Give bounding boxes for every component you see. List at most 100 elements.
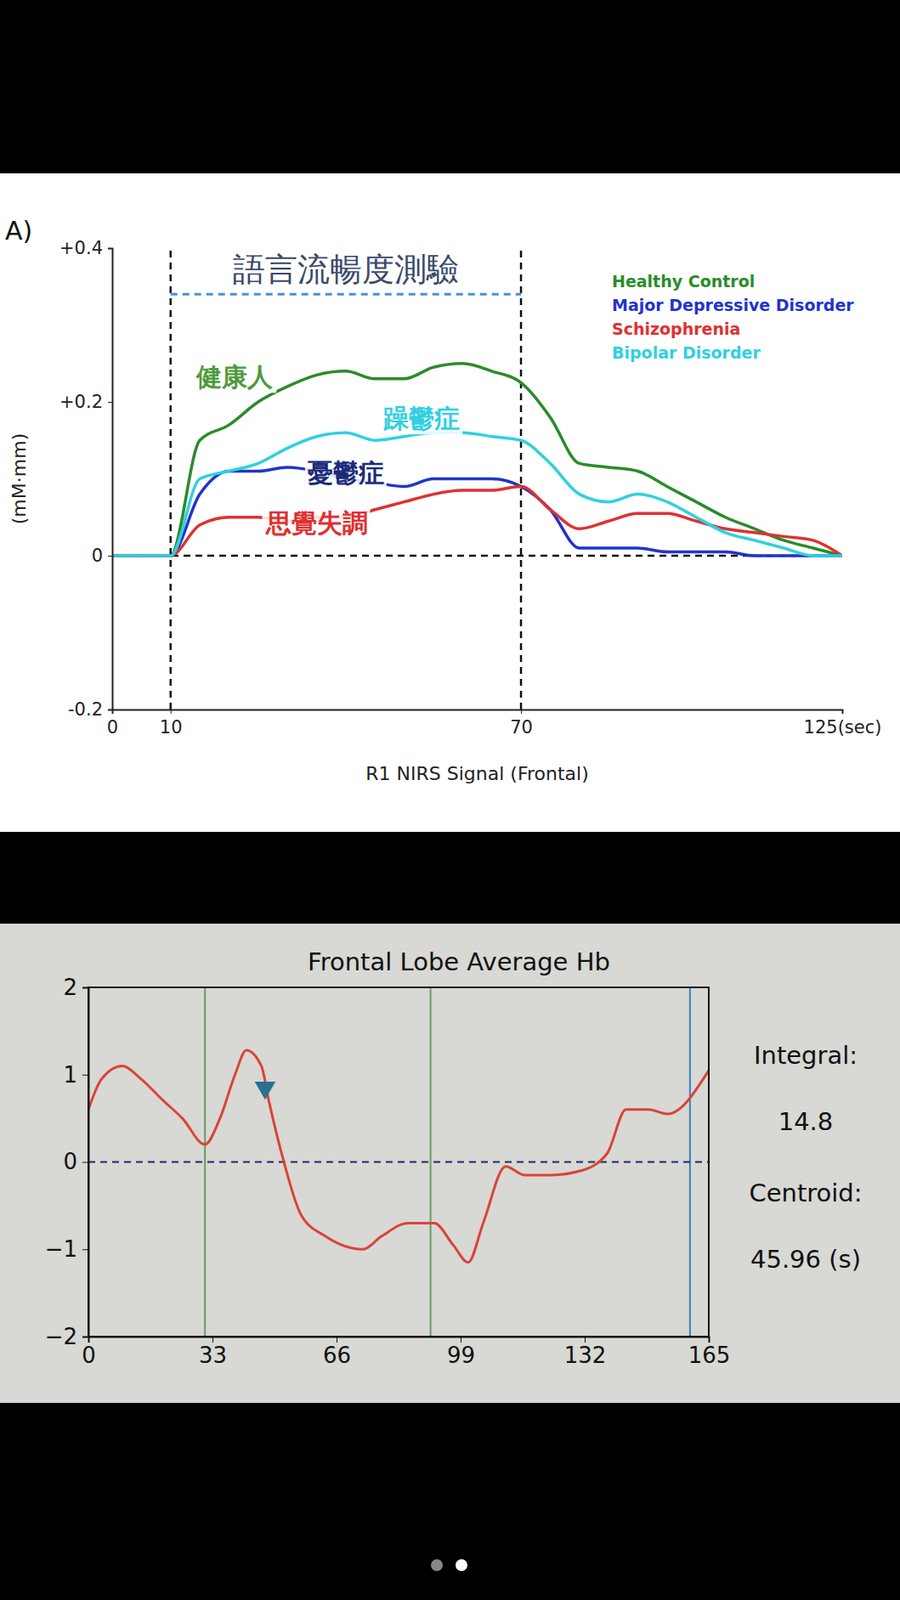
series-line (112, 486, 843, 556)
annotation-label: 憂鬱症 (307, 458, 385, 488)
tick-label: -0.2 (67, 699, 103, 720)
series-line (112, 467, 843, 556)
tick: 1 (62, 1062, 89, 1088)
point-marker (254, 1081, 277, 1100)
tick: 10 (159, 709, 183, 738)
annotation-patch (305, 457, 387, 489)
legend-entry: Schizophrenia (611, 319, 741, 339)
tick-label: −1 (45, 1236, 78, 1263)
tick: 165 (688, 1336, 731, 1369)
tick-mark (82, 987, 89, 989)
tick: +0.4 (59, 237, 113, 259)
y-axis: −2 −1 0 1 2 (45, 974, 90, 1350)
tick: −1 (45, 1236, 89, 1263)
annotation-label: 躁鬱症 (382, 403, 460, 434)
chart-2: 0336699132165−2−1012Frontal Lobe Average… (45, 947, 863, 1369)
annotation: 躁鬱症 (379, 402, 463, 435)
tick: 99 (447, 1336, 476, 1369)
vertical-line (520, 248, 523, 710)
chart-1: 01070125(sec)-0.20+0.2+0.4語言流暢度測驗健康人躁鬱症憂… (5, 215, 882, 785)
plot-frame (88, 987, 709, 1337)
tick-label: 99 (447, 1342, 476, 1369)
tick-mark (842, 709, 844, 714)
tick-label: 33 (198, 1342, 227, 1369)
tick-label: 10 (159, 717, 183, 738)
tick: 0 (91, 545, 113, 567)
tick-mark (170, 709, 172, 714)
tick: 0 (62, 1149, 89, 1175)
tick-mark (82, 1162, 89, 1164)
tick-mark (107, 401, 113, 403)
annotation-patch (262, 507, 371, 539)
tick-label: 165 (688, 1342, 731, 1369)
vertical-line (169, 248, 172, 710)
tick-label: 70 (509, 717, 533, 738)
tick-label: +0.2 (59, 391, 103, 413)
tick-label: +0.4 (59, 237, 103, 259)
tick-label: −2 (45, 1324, 78, 1350)
tick-mark (82, 1249, 89, 1251)
tick-mark (82, 1075, 89, 1076)
page-dot (430, 1559, 443, 1572)
stat-label: Centroid: (748, 1178, 862, 1208)
tick-mark (212, 1336, 214, 1343)
tick: 0 (107, 709, 119, 738)
annotation-label: 健康人 (195, 362, 274, 392)
tick: -0.2 (67, 699, 113, 720)
tick-label: 1 (62, 1062, 78, 1088)
task-line (170, 293, 521, 296)
tick: 0 (81, 1336, 97, 1369)
tick: −2 (45, 1324, 89, 1350)
horizontal-line (88, 1161, 709, 1164)
series-line (88, 1050, 709, 1263)
tick: +0.2 (59, 391, 113, 413)
annotation-patch (379, 402, 463, 435)
x-axis: 0 33 66 99 132 165 (81, 1336, 731, 1369)
tick-label: 0 (107, 717, 119, 738)
tick-mark (107, 709, 113, 711)
plot-area (112, 248, 843, 710)
panel (0, 173, 900, 833)
axis-line (107, 249, 114, 711)
x-axis-title: R1 NIRS Signal (Frontal) (365, 763, 589, 785)
axis-line (89, 1337, 710, 1344)
tick: 66 (322, 1336, 351, 1369)
tick-mark (708, 1336, 710, 1343)
page: 01070125(sec)-0.20+0.2+0.4語言流暢度測驗健康人躁鬱症憂… (0, 0, 900, 1600)
stat-value: 45.96 (s) (750, 1245, 861, 1274)
tick: 132 (564, 1336, 607, 1369)
legend-entry: Bipolar Disorder (611, 343, 761, 363)
tick-label: 0 (81, 1342, 97, 1369)
tick-label: 2 (62, 974, 78, 1001)
vertical-line (430, 987, 432, 1337)
annotation-label: 思覺失調 (265, 508, 368, 538)
panel-label: A) (5, 215, 33, 246)
annotation: 憂鬱症 (305, 457, 387, 489)
y-axis: -0.2 0 +0.2 +0.4 (59, 237, 114, 720)
horizontal-line (112, 554, 843, 558)
stat-label: Integral: (753, 1041, 858, 1070)
background (0, 0, 900, 1600)
axis-line (82, 988, 90, 1338)
annotation: 思覺失調 (262, 507, 371, 539)
tick: 125(sec) (803, 709, 883, 738)
tick-mark (520, 709, 522, 714)
annotation-patch (192, 361, 277, 393)
axis-line (113, 710, 844, 715)
task-label: 語言流暢度測驗 (232, 250, 459, 289)
tick-label: 132 (564, 1342, 607, 1369)
tick-label: 66 (322, 1342, 351, 1369)
tick-label: 125(sec) (803, 717, 883, 738)
tick-mark (460, 1336, 462, 1343)
panel (0, 923, 900, 1404)
series-line (112, 432, 843, 556)
plot-area (88, 987, 709, 1337)
tick: 70 (509, 709, 533, 738)
legend-entry: Healthy Control (611, 271, 755, 291)
vertical-line (203, 987, 206, 1337)
tick: 2 (62, 974, 89, 1001)
tick-mark (82, 1336, 89, 1338)
x-axis: 0 10 70 125(sec) (107, 709, 883, 738)
tick-mark (107, 248, 113, 250)
annotation: 健康人 (192, 361, 277, 393)
